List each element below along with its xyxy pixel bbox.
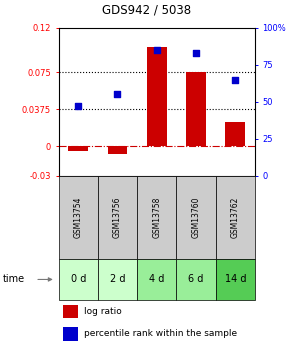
Bar bbox=[62, 305, 78, 318]
Bar bbox=[226, 121, 245, 146]
Bar bbox=[137, 259, 176, 300]
Bar bbox=[216, 176, 255, 259]
Bar bbox=[137, 176, 176, 259]
Bar bbox=[98, 259, 137, 300]
Text: GSM13756: GSM13756 bbox=[113, 197, 122, 238]
Bar bbox=[59, 259, 98, 300]
Bar bbox=[59, 176, 98, 259]
Point bbox=[154, 47, 159, 53]
Bar bbox=[108, 146, 127, 154]
Text: 14 d: 14 d bbox=[224, 275, 246, 284]
Text: GDS942 / 5038: GDS942 / 5038 bbox=[102, 3, 191, 17]
Point bbox=[194, 50, 198, 56]
Bar bbox=[216, 259, 255, 300]
Bar bbox=[186, 72, 206, 146]
Bar bbox=[176, 176, 216, 259]
Text: 0 d: 0 d bbox=[71, 275, 86, 284]
Text: GSM13758: GSM13758 bbox=[152, 197, 161, 238]
Bar bbox=[62, 327, 78, 341]
Bar bbox=[147, 47, 166, 146]
Bar bbox=[176, 259, 216, 300]
Text: GSM13760: GSM13760 bbox=[192, 197, 200, 238]
Text: percentile rank within the sample: percentile rank within the sample bbox=[84, 329, 237, 338]
Text: log ratio: log ratio bbox=[84, 307, 122, 316]
Bar bbox=[98, 176, 137, 259]
Text: 4 d: 4 d bbox=[149, 275, 164, 284]
Text: GSM13762: GSM13762 bbox=[231, 197, 240, 238]
Text: time: time bbox=[3, 275, 25, 284]
Text: 2 d: 2 d bbox=[110, 275, 125, 284]
Point bbox=[233, 77, 238, 82]
Bar bbox=[68, 146, 88, 151]
Point bbox=[76, 104, 81, 109]
Point bbox=[115, 92, 120, 97]
Text: GSM13754: GSM13754 bbox=[74, 197, 83, 238]
Text: 6 d: 6 d bbox=[188, 275, 204, 284]
